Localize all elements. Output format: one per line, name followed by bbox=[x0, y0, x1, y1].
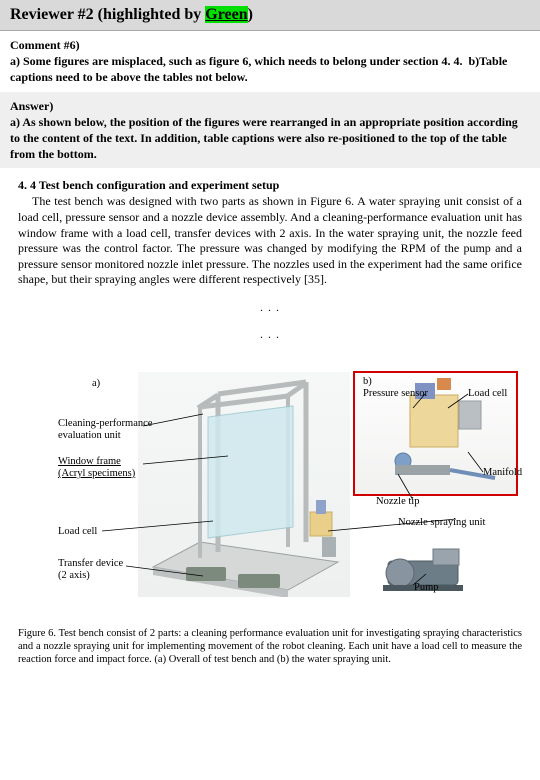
render-left-panel bbox=[138, 372, 350, 597]
reviewer-header-prefix: Reviewer #2 (highlighted by bbox=[10, 6, 205, 23]
reviewer-header: Reviewer #2 (highlighted by Green) bbox=[0, 0, 540, 31]
ellipsis-1: . . . bbox=[18, 300, 522, 315]
section-paragraph: The test bench was designed with two par… bbox=[18, 194, 522, 286]
ellipsis-2: . . . bbox=[18, 327, 522, 342]
label-window-frame-l1: Window frame bbox=[58, 456, 121, 467]
label-manifold: Manifold bbox=[483, 467, 522, 479]
reviewer-header-suffix: ) bbox=[248, 6, 253, 23]
label-cleaning-performance: Cleaning-performance evaluation unit bbox=[58, 418, 163, 442]
label-load-cell: Load cell bbox=[58, 526, 97, 538]
answer-title: Answer) bbox=[10, 98, 530, 114]
answer-body: a) As shown below, the position of the f… bbox=[10, 114, 530, 163]
comment-body: a) Some figures are misplaced, such as f… bbox=[10, 53, 530, 85]
label-transfer-l1: Transfer device bbox=[58, 558, 123, 569]
figure-6: a) Cleaning-performance evaluation unit … bbox=[18, 366, 522, 611]
label-load-cell-2: Load cell bbox=[468, 388, 507, 400]
section-heading: 4. 4 Test bench configuration and experi… bbox=[18, 178, 522, 193]
label-b: b) bbox=[363, 376, 372, 388]
answer-block: Answer) a) As shown below, the position … bbox=[0, 92, 540, 169]
comment-title: Comment #6) bbox=[10, 37, 530, 53]
label-pressure-sensor: Pressure sensor bbox=[363, 388, 428, 400]
section-text: The test bench was designed with two par… bbox=[18, 194, 522, 288]
label-a: a) bbox=[92, 378, 100, 390]
label-nozzle-unit: Nozzle spraying unit bbox=[398, 517, 485, 529]
comment-block: Comment #6) a) Some figures are misplace… bbox=[0, 31, 540, 92]
label-window-frame-l2: (Acryl specimens) bbox=[58, 468, 135, 479]
label-nozzle-tip: Nozzle tip bbox=[376, 496, 419, 508]
figure-caption: Figure 6. Test bench consist of 2 parts:… bbox=[0, 621, 540, 682]
label-transfer-l2: (2 axis) bbox=[58, 570, 90, 581]
highlight-color-word: Green bbox=[205, 6, 247, 23]
testbench-svg bbox=[138, 372, 350, 597]
label-transfer-device: Transfer device (2 axis) bbox=[58, 558, 138, 582]
label-window-frame: Window frame (Acryl specimens) bbox=[58, 456, 158, 480]
section-body: 4. 4 Test bench configuration and experi… bbox=[0, 168, 540, 360]
label-pump: Pump bbox=[414, 582, 439, 594]
figure-container: a) Cleaning-performance evaluation unit … bbox=[0, 360, 540, 621]
